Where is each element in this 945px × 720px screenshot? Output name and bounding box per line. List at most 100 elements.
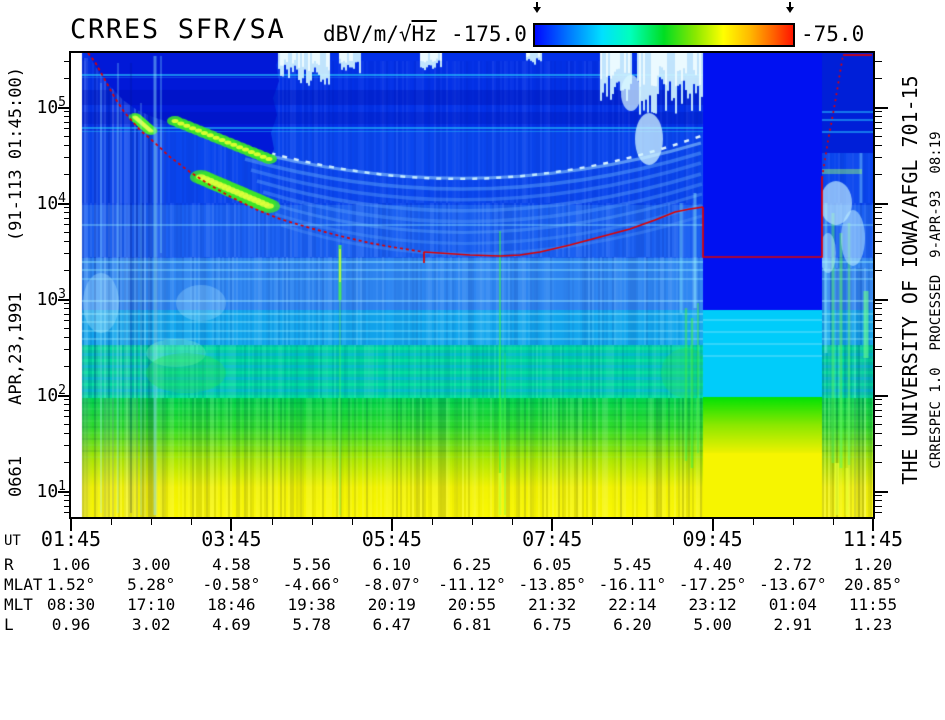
y-minor-tick-right bbox=[875, 253, 882, 255]
x-major-tick bbox=[70, 519, 72, 531]
table-cell: -13.67° bbox=[759, 575, 827, 594]
table-cell: 5.56 bbox=[292, 555, 331, 574]
x-axis-ut-label: UT bbox=[4, 533, 21, 549]
y-minor-tick-right bbox=[875, 505, 882, 507]
table-cell: 6.25 bbox=[452, 555, 492, 574]
y-minor-tick bbox=[64, 145, 71, 147]
x-minor-tick bbox=[191, 519, 193, 525]
y-minor-tick bbox=[64, 445, 71, 447]
y-minor-tick-right bbox=[875, 217, 882, 219]
y-minor-tick bbox=[64, 320, 71, 322]
x-minor-tick bbox=[792, 519, 794, 525]
table-cell: -13.85° bbox=[518, 575, 586, 594]
x-minor-tick bbox=[632, 519, 634, 525]
y-minor-tick-right bbox=[875, 145, 882, 147]
x-minor-tick bbox=[311, 519, 313, 525]
y-minor-tick bbox=[64, 121, 71, 123]
table-cell: -17.25° bbox=[678, 575, 747, 594]
y-minor-tick bbox=[64, 207, 71, 209]
table-cell: 20.85° bbox=[844, 575, 902, 594]
y-major-tick bbox=[58, 491, 71, 493]
x-tick-label: 05:45 bbox=[361, 527, 422, 551]
y-minor-tick-right bbox=[875, 495, 882, 497]
x-major-tick bbox=[872, 519, 874, 531]
table-cell: 6.75 bbox=[532, 615, 572, 634]
y-minor-tick-right bbox=[875, 231, 882, 233]
table-cell: 22:14 bbox=[608, 595, 657, 614]
x-tick-label: 09:45 bbox=[682, 527, 743, 551]
y-minor-tick-right bbox=[875, 212, 882, 214]
colorbar bbox=[533, 23, 795, 47]
y-minor-tick-right bbox=[875, 121, 882, 123]
colorbar-marker-arrow-left-icon bbox=[533, 7, 541, 17]
y-minor-tick bbox=[64, 253, 71, 255]
y-minor-tick bbox=[64, 500, 71, 502]
y-major-tick bbox=[58, 299, 71, 301]
y-major-tick-right bbox=[875, 203, 888, 205]
x-minor-tick bbox=[271, 519, 273, 525]
table-cell: 18:46 bbox=[207, 595, 256, 614]
y-minor-tick-right bbox=[875, 303, 882, 305]
y-minor-tick-right bbox=[875, 308, 882, 310]
table-cell: 6.05 bbox=[532, 555, 572, 574]
table-cell: 11:55 bbox=[848, 595, 898, 614]
y-minor-tick bbox=[64, 135, 71, 137]
y-major-tick-right bbox=[875, 491, 888, 493]
table-cell: 1.20 bbox=[853, 555, 893, 574]
y-minor-tick-right bbox=[875, 61, 882, 63]
table-cell: 6.81 bbox=[452, 615, 492, 634]
y-minor-tick bbox=[64, 217, 71, 219]
y-minor-tick-right bbox=[875, 135, 882, 137]
y-minor-tick bbox=[64, 270, 71, 272]
colorbar-marker-stem-left bbox=[536, 2, 538, 8]
y-minor-tick bbox=[64, 212, 71, 214]
y-minor-tick bbox=[64, 462, 71, 464]
table-cell: 17:10 bbox=[127, 595, 176, 614]
row-label-mlt: MLT bbox=[4, 595, 33, 614]
y-minor-tick bbox=[64, 327, 71, 329]
y-minor-tick-right bbox=[875, 320, 882, 322]
y-minor-tick-right bbox=[875, 116, 882, 118]
y-major-tick-right bbox=[875, 299, 888, 301]
y-minor-tick bbox=[64, 337, 71, 339]
x-minor-tick bbox=[672, 519, 674, 525]
y-major-tick-right bbox=[875, 395, 888, 397]
table-cell: 21:32 bbox=[528, 595, 577, 614]
y-minor-tick bbox=[64, 116, 71, 118]
y-minor-tick bbox=[64, 399, 71, 401]
y-minor-tick bbox=[64, 241, 71, 243]
colorbar-min-label: -175.0 bbox=[451, 22, 527, 46]
table-cell: -16.11° bbox=[598, 575, 667, 594]
y-minor-tick-right bbox=[875, 241, 882, 243]
y-minor-tick bbox=[64, 495, 71, 497]
x-minor-tick bbox=[431, 519, 433, 525]
y-major-tick-right bbox=[875, 107, 888, 109]
y-minor-tick-right bbox=[875, 500, 882, 502]
y-tick-label: 102 bbox=[36, 383, 66, 406]
y-minor-tick bbox=[64, 111, 71, 113]
y-minor-tick-right bbox=[875, 366, 882, 368]
x-minor-tick bbox=[111, 519, 113, 525]
y-minor-tick bbox=[64, 423, 71, 425]
row-label-r: R bbox=[4, 555, 14, 574]
y-minor-tick-right bbox=[875, 313, 882, 315]
y-minor-tick-right bbox=[875, 157, 882, 159]
y-minor-tick bbox=[64, 433, 71, 435]
y-tick-label: 101 bbox=[36, 479, 66, 502]
x-minor-tick bbox=[512, 519, 514, 525]
x-tick-label: 03:45 bbox=[201, 527, 262, 551]
y-minor-tick bbox=[64, 157, 71, 159]
y-tick-label: 103 bbox=[36, 287, 66, 310]
table-cell: 6.10 bbox=[372, 555, 412, 574]
table-cell: 0.96 bbox=[51, 615, 91, 634]
y-minor-tick-right bbox=[875, 433, 882, 435]
table-cell: 2.72 bbox=[773, 555, 813, 574]
table-cell: 08:30 bbox=[46, 595, 96, 614]
table-cell: -4.66° bbox=[282, 575, 341, 594]
spectrogram-canvas bbox=[71, 53, 873, 517]
table-cell: -8.07° bbox=[362, 575, 421, 594]
y-minor-tick-right bbox=[875, 399, 882, 401]
y-tick-label: 104 bbox=[36, 191, 66, 214]
y-minor-tick-right bbox=[875, 416, 882, 418]
y-minor-tick bbox=[64, 404, 71, 406]
